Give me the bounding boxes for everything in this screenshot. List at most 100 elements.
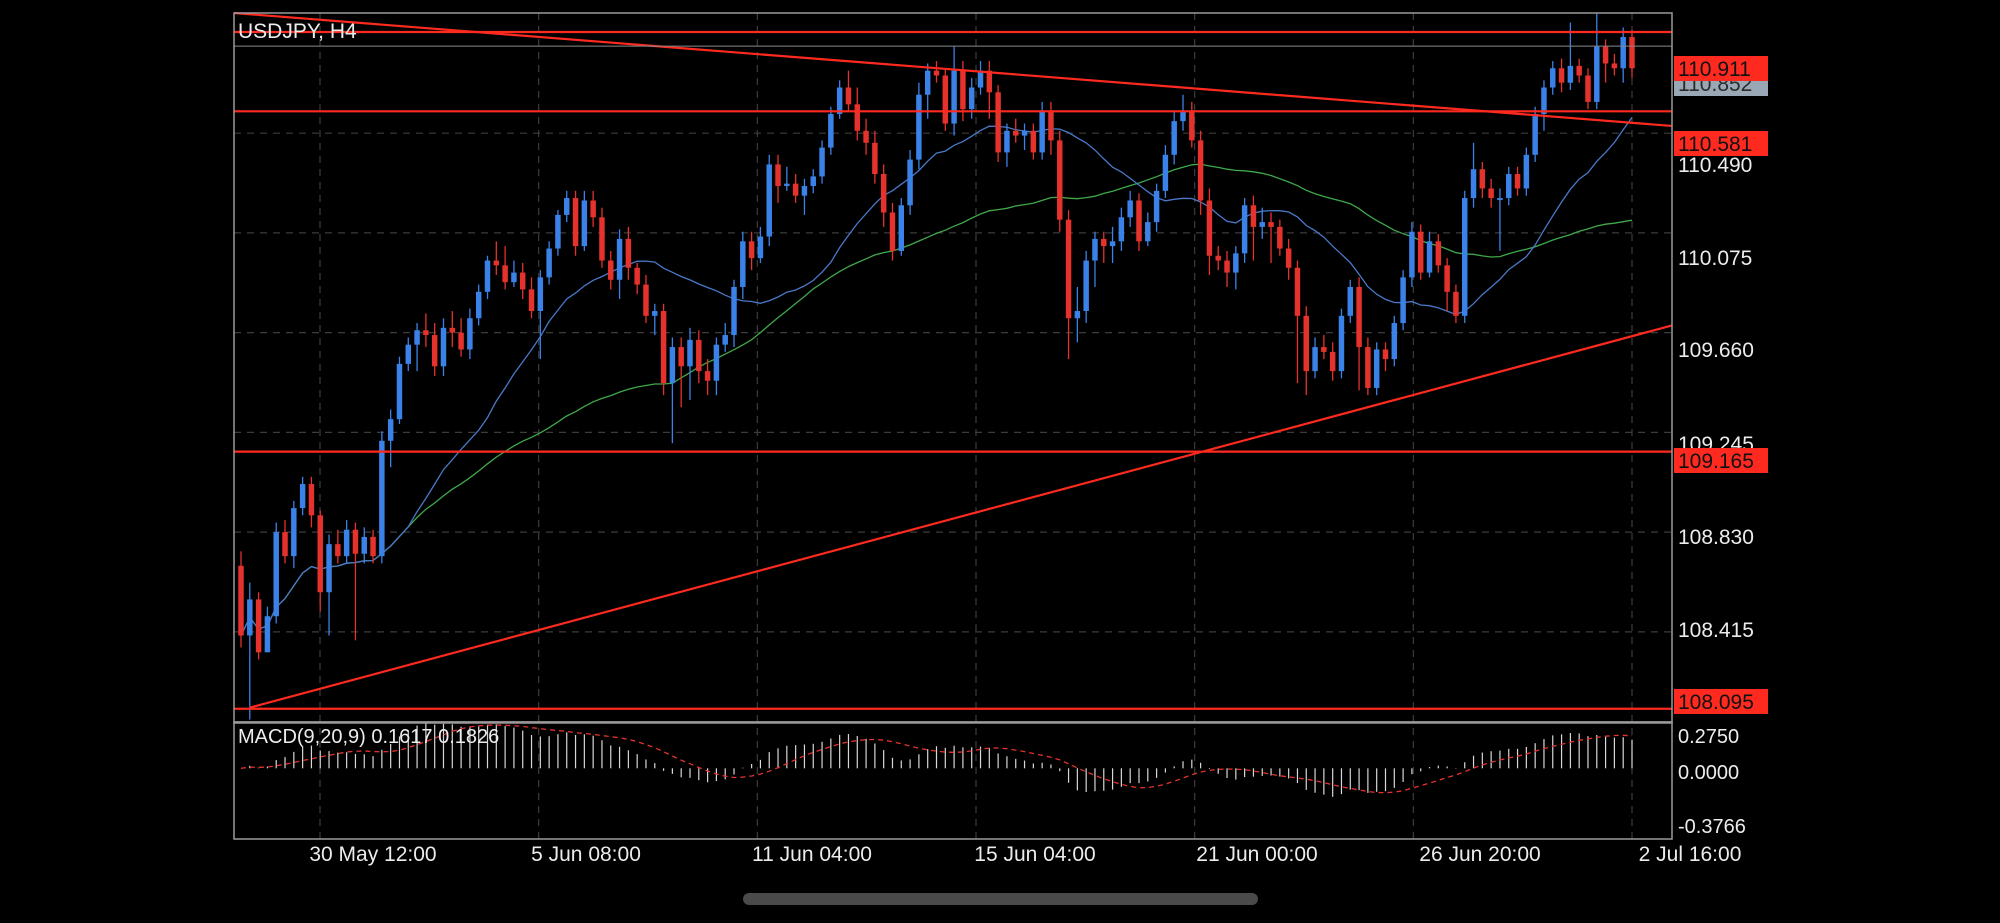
candle-body — [1541, 87, 1547, 114]
candle-body — [519, 272, 526, 290]
candle-body — [898, 205, 905, 251]
level-tag-label: 110.911 — [1678, 58, 1751, 81]
time-tick: 11 Jun 04:00 — [752, 843, 872, 866]
candle-body — [1057, 140, 1063, 220]
candle-body — [687, 339, 693, 367]
candle-body — [995, 92, 1001, 153]
candle-body — [889, 212, 896, 251]
candlesticks — [238, 13, 1635, 720]
candle-body — [968, 87, 975, 110]
symbol-label: USDJPY, H4 — [238, 20, 357, 43]
candle-body — [1497, 198, 1503, 201]
candle-body — [1514, 174, 1521, 189]
candle-body — [1479, 169, 1486, 189]
level-tag — [1674, 131, 1768, 156]
candle-body — [1558, 68, 1565, 83]
candle-body — [652, 311, 658, 316]
candle-body — [1048, 111, 1054, 141]
price-tick: 110.490 — [1678, 154, 1752, 177]
candle-body — [449, 327, 456, 333]
candle-body — [1338, 315, 1345, 372]
candle-body — [1127, 200, 1133, 218]
candle-body — [1004, 130, 1010, 153]
candle-body — [1321, 347, 1327, 352]
candle-body — [1550, 68, 1556, 88]
candle-body — [1629, 37, 1635, 69]
candle-body — [1532, 113, 1538, 155]
candle-body — [643, 284, 649, 316]
time-tick: 21 Jun 00:00 — [1196, 843, 1317, 866]
candle-body — [308, 484, 315, 516]
candle-body — [528, 289, 535, 312]
candle-body — [704, 371, 711, 381]
candle-body — [431, 335, 438, 367]
candle-body — [1391, 323, 1398, 360]
candle-body — [335, 544, 341, 557]
home-indicator[interactable] — [743, 893, 1258, 905]
macd-tick: 0.2750 — [1678, 726, 1739, 748]
candle-body — [951, 70, 957, 124]
candle-body — [475, 291, 482, 319]
candle-body — [282, 532, 288, 557]
moving-average-fast — [240, 117, 1633, 636]
candle-body — [1576, 65, 1582, 76]
price-tags: 110.852 110.911 110.581 109.165 108.095 — [1674, 56, 1768, 714]
candle-body — [537, 277, 544, 312]
candle-body — [1435, 241, 1442, 266]
price-tick: 109.660 — [1678, 339, 1754, 362]
candle-body — [986, 70, 993, 93]
macd-panel-frame — [233, 721, 1673, 840]
candle-body — [1065, 219, 1072, 319]
candle-body — [1277, 226, 1283, 249]
price-tick: 110.075 — [1678, 247, 1752, 270]
candle-body — [1118, 217, 1125, 242]
candle-body — [343, 529, 350, 557]
candle-body — [1356, 286, 1362, 348]
candle-body — [722, 335, 728, 345]
candle-body — [819, 147, 825, 177]
candle-body — [264, 616, 271, 653]
price-axis: 110.490 110.075 109.660 109.245 108.830 … — [1678, 154, 1754, 642]
candle-body — [1470, 169, 1477, 199]
candle-body — [1136, 200, 1142, 242]
candle-body — [255, 599, 262, 653]
candle-body — [581, 200, 588, 247]
candle-body — [458, 332, 464, 350]
candle-body — [1488, 188, 1494, 199]
candle-body — [1365, 347, 1371, 388]
macd-tick: -0.3766 — [1678, 816, 1746, 838]
annotation-lines — [233, 11, 1673, 710]
candle-body — [1206, 200, 1213, 256]
candle-body — [1312, 347, 1318, 372]
candle-body — [1039, 111, 1045, 153]
candle-body — [572, 198, 579, 247]
candle-body — [467, 318, 473, 350]
candle-body — [1021, 130, 1028, 136]
support-trendline[interactable] — [249, 324, 1673, 709]
candle-body — [696, 339, 702, 372]
candle-body — [317, 515, 323, 593]
candle-body — [370, 536, 376, 557]
candle-body — [1585, 75, 1591, 102]
candle-body — [546, 248, 552, 278]
time-axis: 30 May 12:00 5 Jun 08:00 11 Jun 04:00 15… — [309, 843, 1741, 866]
candle-body — [1303, 315, 1309, 372]
candle-body — [1145, 222, 1151, 242]
candle-body — [740, 241, 746, 287]
candle-body — [1109, 241, 1116, 247]
candle-body — [1409, 231, 1415, 278]
candle-body — [1259, 222, 1265, 227]
candle-body — [352, 529, 359, 554]
candle-body — [1180, 111, 1186, 122]
candle-body — [784, 183, 790, 187]
time-tick: 2 Jul 16:00 — [1639, 843, 1742, 866]
candle-body — [1329, 351, 1336, 372]
candle-body — [880, 174, 887, 213]
grid — [234, 13, 1672, 839]
candle-body — [564, 198, 570, 215]
candle-body — [1506, 174, 1512, 199]
level-tag — [1674, 448, 1768, 473]
level-tag-label: 110.581 — [1678, 133, 1752, 156]
candle-body — [836, 87, 843, 114]
